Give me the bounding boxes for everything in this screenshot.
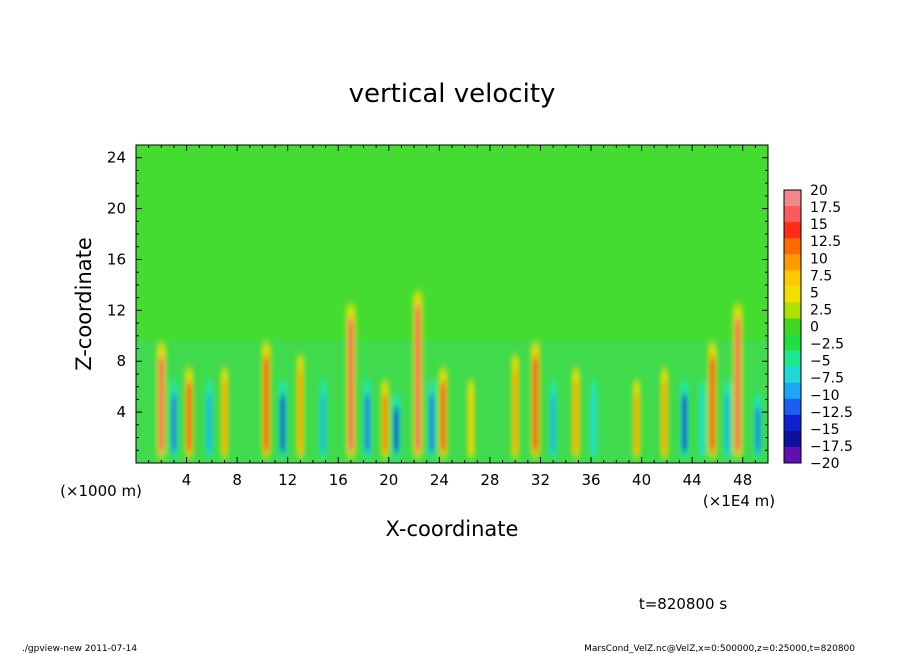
colorbar-swatch xyxy=(784,334,801,352)
colorbar-swatch xyxy=(784,206,801,223)
x-tick-label: 44 xyxy=(683,471,702,489)
colorbar-label: −5 xyxy=(810,354,831,370)
colorbar-label: −17.5 xyxy=(810,439,853,455)
velocity-feature-core xyxy=(682,394,687,452)
y-tick-label: 12 xyxy=(107,301,126,319)
colorbar-swatch xyxy=(784,430,801,448)
x-tick-label: 16 xyxy=(329,471,348,489)
colorbar-swatch xyxy=(784,366,801,384)
x-tick-label: 32 xyxy=(531,471,550,489)
colorbar-swatch xyxy=(784,302,801,319)
colorbar-swatch xyxy=(784,414,801,432)
velocity-feature-core xyxy=(469,394,473,452)
velocity-feature-core xyxy=(533,356,538,452)
velocity-feature-core xyxy=(735,318,741,452)
velocity-feature-core xyxy=(441,381,446,452)
colorbar-label: −2.5 xyxy=(810,337,844,353)
velocity-feature-core xyxy=(365,394,370,452)
colorbar-label: −20 xyxy=(810,456,840,472)
colorbar-swatch xyxy=(784,382,801,400)
velocity-feature-core xyxy=(348,318,354,452)
colorbar-label: −15 xyxy=(810,422,840,438)
velocity-feature-core xyxy=(383,394,387,452)
x-axis: 4 8 12 16 20 24 28 32 36 40 44 48 xyxy=(148,145,756,489)
x-tick-label: 4 xyxy=(182,471,192,489)
x-tick-label: 24 xyxy=(430,471,449,489)
colorbar-label: 20 xyxy=(810,183,828,199)
velocity-feature-core xyxy=(513,369,517,452)
colorbar-label: −12.5 xyxy=(810,405,853,421)
y-tick-label: 24 xyxy=(107,149,126,167)
velocity-feature-core xyxy=(573,381,578,452)
velocity-feature-core xyxy=(700,394,704,452)
plot-area xyxy=(136,145,768,463)
x-tick-label: 12 xyxy=(278,471,297,489)
colorbar-label: 7.5 xyxy=(810,268,832,284)
velocity-feature-core xyxy=(662,381,667,452)
colorbar-label: 2.5 xyxy=(810,302,832,318)
y-axis-label: Z-coordinate xyxy=(72,237,96,371)
y-unit-label: (×1000 m) xyxy=(60,482,142,500)
x-tick-label: 28 xyxy=(480,471,499,489)
velocity-feature-core xyxy=(551,394,555,452)
x-tick-label: 48 xyxy=(733,471,752,489)
colorbar-label: 0 xyxy=(810,320,819,336)
colorbar-label: 17.5 xyxy=(810,200,841,216)
colorbar-label: 5 xyxy=(810,285,819,301)
colorbar-swatch xyxy=(784,254,801,271)
colorbar-label: 12.5 xyxy=(810,234,841,250)
velocity-feature-core xyxy=(321,394,325,452)
velocity-feature-core xyxy=(263,356,269,452)
chart-title: vertical velocity xyxy=(349,79,556,109)
colorbar-label: 10 xyxy=(810,251,828,267)
velocity-feature-core xyxy=(171,394,176,452)
y-tick-label: 4 xyxy=(116,403,126,421)
colorbar-frame xyxy=(783,189,802,464)
velocity-feature-core xyxy=(429,394,434,452)
y-tick-label: 20 xyxy=(107,200,126,218)
colorbar-swatch xyxy=(784,350,801,368)
colorbar-swatch xyxy=(784,446,801,464)
colorbar-swatch xyxy=(784,318,801,336)
time-label: t=820800 s xyxy=(639,595,727,613)
x-tick-label: 40 xyxy=(632,471,651,489)
colorbar-label: −10 xyxy=(810,388,840,404)
velocity-feature-core xyxy=(415,305,421,452)
velocity-feature-core xyxy=(158,356,164,452)
x-tick-label: 20 xyxy=(379,471,398,489)
velocity-features xyxy=(156,291,763,458)
velocity-feature-core xyxy=(725,394,730,452)
velocity-feature-core xyxy=(222,381,227,452)
y-tick-label: 8 xyxy=(116,352,126,370)
y-tick-label: 16 xyxy=(107,250,126,268)
velocity-feature-core xyxy=(710,356,715,452)
velocity-feature-core xyxy=(207,394,212,452)
velocity-feature-core xyxy=(394,407,399,452)
velocity-feature-core xyxy=(634,394,639,452)
footer-left: ./gpview-new 2011-07-14 xyxy=(22,644,137,654)
y-axis: 4 8 12 16 20 24 xyxy=(107,149,768,451)
velocity-feature-core xyxy=(280,394,285,452)
velocity-feature-core xyxy=(591,394,596,452)
colorbar-swatch xyxy=(784,190,801,207)
colorbar-label: −7.5 xyxy=(810,371,844,387)
x-unit-label: (×1E4 m) xyxy=(703,492,775,510)
footer-right: MarsCond_VelZ.nc@VelZ,x=0:500000,z=0:250… xyxy=(584,644,855,654)
lower-mixed-layer xyxy=(136,340,768,463)
colorbar-swatch xyxy=(784,222,801,239)
velocity-feature-core xyxy=(298,369,303,452)
colorbar-swatch xyxy=(784,286,801,303)
colorbar-swatch xyxy=(784,238,801,255)
velocity-feature-core xyxy=(186,381,192,452)
colorbar-swatch xyxy=(784,270,801,287)
colorbar-label: 15 xyxy=(810,217,828,233)
velocity-feature-core xyxy=(755,407,760,452)
x-tick-label: 36 xyxy=(581,471,600,489)
colorbar-swatch xyxy=(784,398,801,416)
x-axis-label: X-coordinate xyxy=(386,517,519,541)
x-tick-label: 8 xyxy=(232,471,242,489)
